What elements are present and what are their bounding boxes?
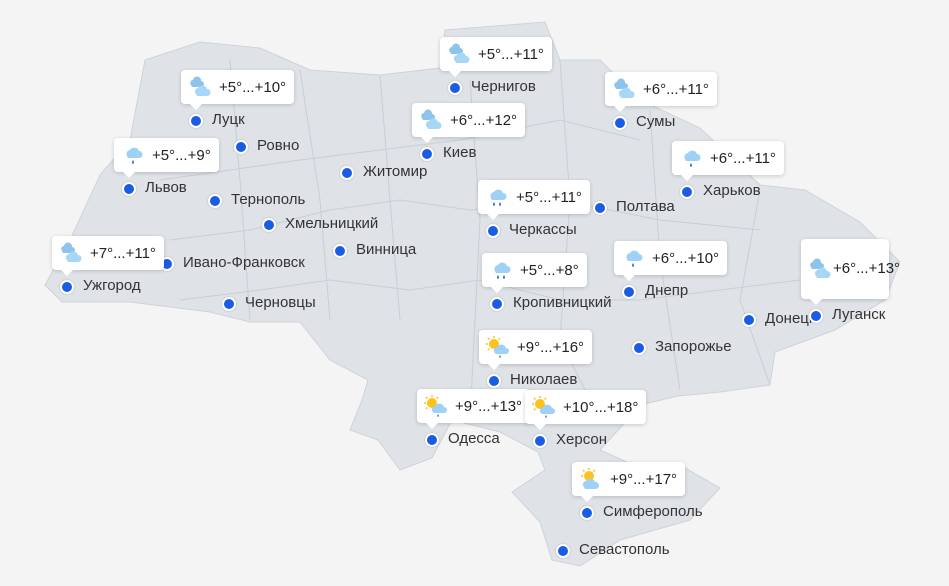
city-name[interactable]: Житомир (363, 163, 428, 180)
city-dot[interactable] (262, 218, 276, 232)
temperature-range: +10°...+18° (563, 398, 639, 416)
temperature-range: +6°...+11° (643, 80, 709, 98)
city-dot[interactable] (593, 201, 607, 215)
city-name[interactable]: Николаев (510, 371, 578, 388)
weather-card[interactable]: +5°...+11° (440, 37, 552, 77)
city-name[interactable]: Тернополь (231, 191, 306, 208)
cloudy-icon (190, 76, 211, 96)
temperature-range: +6°...+13° (833, 260, 901, 277)
heavy-rain-icon (494, 262, 511, 279)
partly-cloudy-icon (581, 468, 600, 489)
city-name[interactable]: Харьков (703, 182, 761, 199)
city-name[interactable]: Одесса (448, 430, 500, 447)
temperature-range: +5°...+8° (520, 261, 579, 279)
city-name[interactable]: Черновцы (245, 294, 316, 311)
temperature-range: +7°...+11° (90, 244, 156, 262)
cloudy-icon (810, 258, 831, 278)
weather-card[interactable]: +9°...+17° (572, 462, 686, 502)
weather-card[interactable]: +10°...+18° (525, 390, 647, 430)
city-name[interactable]: Луганск (832, 306, 886, 323)
cloudy-icon (449, 43, 470, 63)
city-name[interactable]: Луцк (212, 111, 245, 128)
temperature-range: +5°...+11° (516, 188, 582, 206)
city-dot[interactable] (234, 140, 248, 154)
city-name[interactable]: Хмельницкий (285, 215, 379, 232)
city-name[interactable]: Запорожье (655, 338, 732, 355)
city-name[interactable]: Симферополь (603, 503, 703, 520)
weather-card[interactable]: +6°...+13° (801, 239, 901, 305)
weather-card[interactable]: +7°...+11° (52, 236, 164, 276)
city-dot[interactable] (580, 506, 594, 520)
city-name[interactable]: Чернигов (471, 78, 536, 95)
city-name[interactable]: Днепр (645, 282, 689, 299)
city-name[interactable]: Ужгород (83, 277, 141, 294)
city-dot[interactable] (189, 114, 203, 128)
city-dot[interactable] (425, 433, 439, 447)
city-dot[interactable] (333, 244, 347, 258)
cloudy-icon (421, 109, 442, 129)
city-name[interactable]: Кропивницкий (513, 294, 612, 311)
weather-card[interactable]: +6°...+12° (412, 103, 526, 143)
sun-cloud-rain-icon (532, 396, 555, 418)
temperature-range: +9°...+16° (517, 338, 585, 356)
weather-card[interactable]: +9°...+13° (417, 389, 531, 429)
city-dot[interactable] (742, 313, 756, 327)
city-dot[interactable] (680, 185, 694, 199)
city-name[interactable]: Черкассы (509, 221, 577, 238)
weather-card[interactable]: +6°...+11° (672, 141, 784, 181)
sun-cloud-rain-icon (424, 395, 447, 417)
rain-icon (684, 150, 701, 167)
city-name[interactable]: Севастополь (579, 541, 670, 558)
temperature-range: +9°...+13° (455, 397, 523, 415)
city-dot[interactable] (486, 224, 500, 238)
city-name[interactable]: Львов (145, 179, 187, 196)
rain-icon (626, 250, 643, 267)
city-dot[interactable] (622, 285, 636, 299)
city-dot[interactable] (487, 374, 501, 388)
city-name[interactable]: Ивано-Франковск (183, 254, 305, 271)
city-dot[interactable] (613, 116, 627, 130)
temperature-range: +6°...+11° (710, 149, 776, 167)
city-name[interactable]: Винница (356, 241, 417, 258)
city-dot[interactable] (340, 166, 354, 180)
city-dot[interactable] (632, 341, 646, 355)
city-name[interactable]: Киев (443, 144, 477, 161)
city-name[interactable]: Полтава (616, 198, 675, 215)
city-dot[interactable] (222, 297, 236, 311)
temperature-range: +5°...+11° (478, 45, 544, 63)
weather-card[interactable]: +5°...+9° (114, 138, 219, 178)
city-dot[interactable] (556, 544, 570, 558)
weather-card[interactable]: +5°...+10° (181, 70, 295, 110)
rain-icon (126, 147, 143, 164)
city-name[interactable]: Донецк (765, 310, 816, 327)
city-name[interactable]: Херсон (556, 431, 607, 448)
cloudy-icon (614, 78, 635, 98)
temperature-range: +5°...+10° (219, 78, 287, 96)
city-name[interactable]: Ровно (257, 137, 300, 154)
heavy-rain-icon (490, 189, 507, 206)
weather-card[interactable]: +6°...+10° (614, 241, 728, 281)
city-dot[interactable] (420, 147, 434, 161)
city-dot[interactable] (208, 194, 222, 208)
city-name[interactable]: Сумы (636, 113, 676, 130)
temperature-range: +6°...+12° (450, 111, 518, 129)
city-dot[interactable] (448, 81, 462, 95)
temperature-range: +5°...+9° (152, 146, 211, 164)
city-dot[interactable] (60, 280, 74, 294)
temperature-range: +6°...+10° (652, 249, 720, 267)
weather-card[interactable]: +5°...+8° (482, 253, 587, 293)
city-dot[interactable] (809, 309, 823, 323)
city-dot[interactable] (533, 434, 547, 448)
weather-card[interactable]: +5°...+11° (478, 180, 590, 220)
sun-cloud-rain-icon (486, 336, 509, 358)
weather-card[interactable]: +6°...+11° (605, 72, 717, 112)
city-dot[interactable] (490, 297, 504, 311)
temperature-range: +9°...+17° (610, 470, 678, 488)
cloudy-icon (61, 242, 82, 262)
city-dot[interactable] (122, 182, 136, 196)
weather-card[interactable]: +9°...+16° (479, 330, 593, 370)
